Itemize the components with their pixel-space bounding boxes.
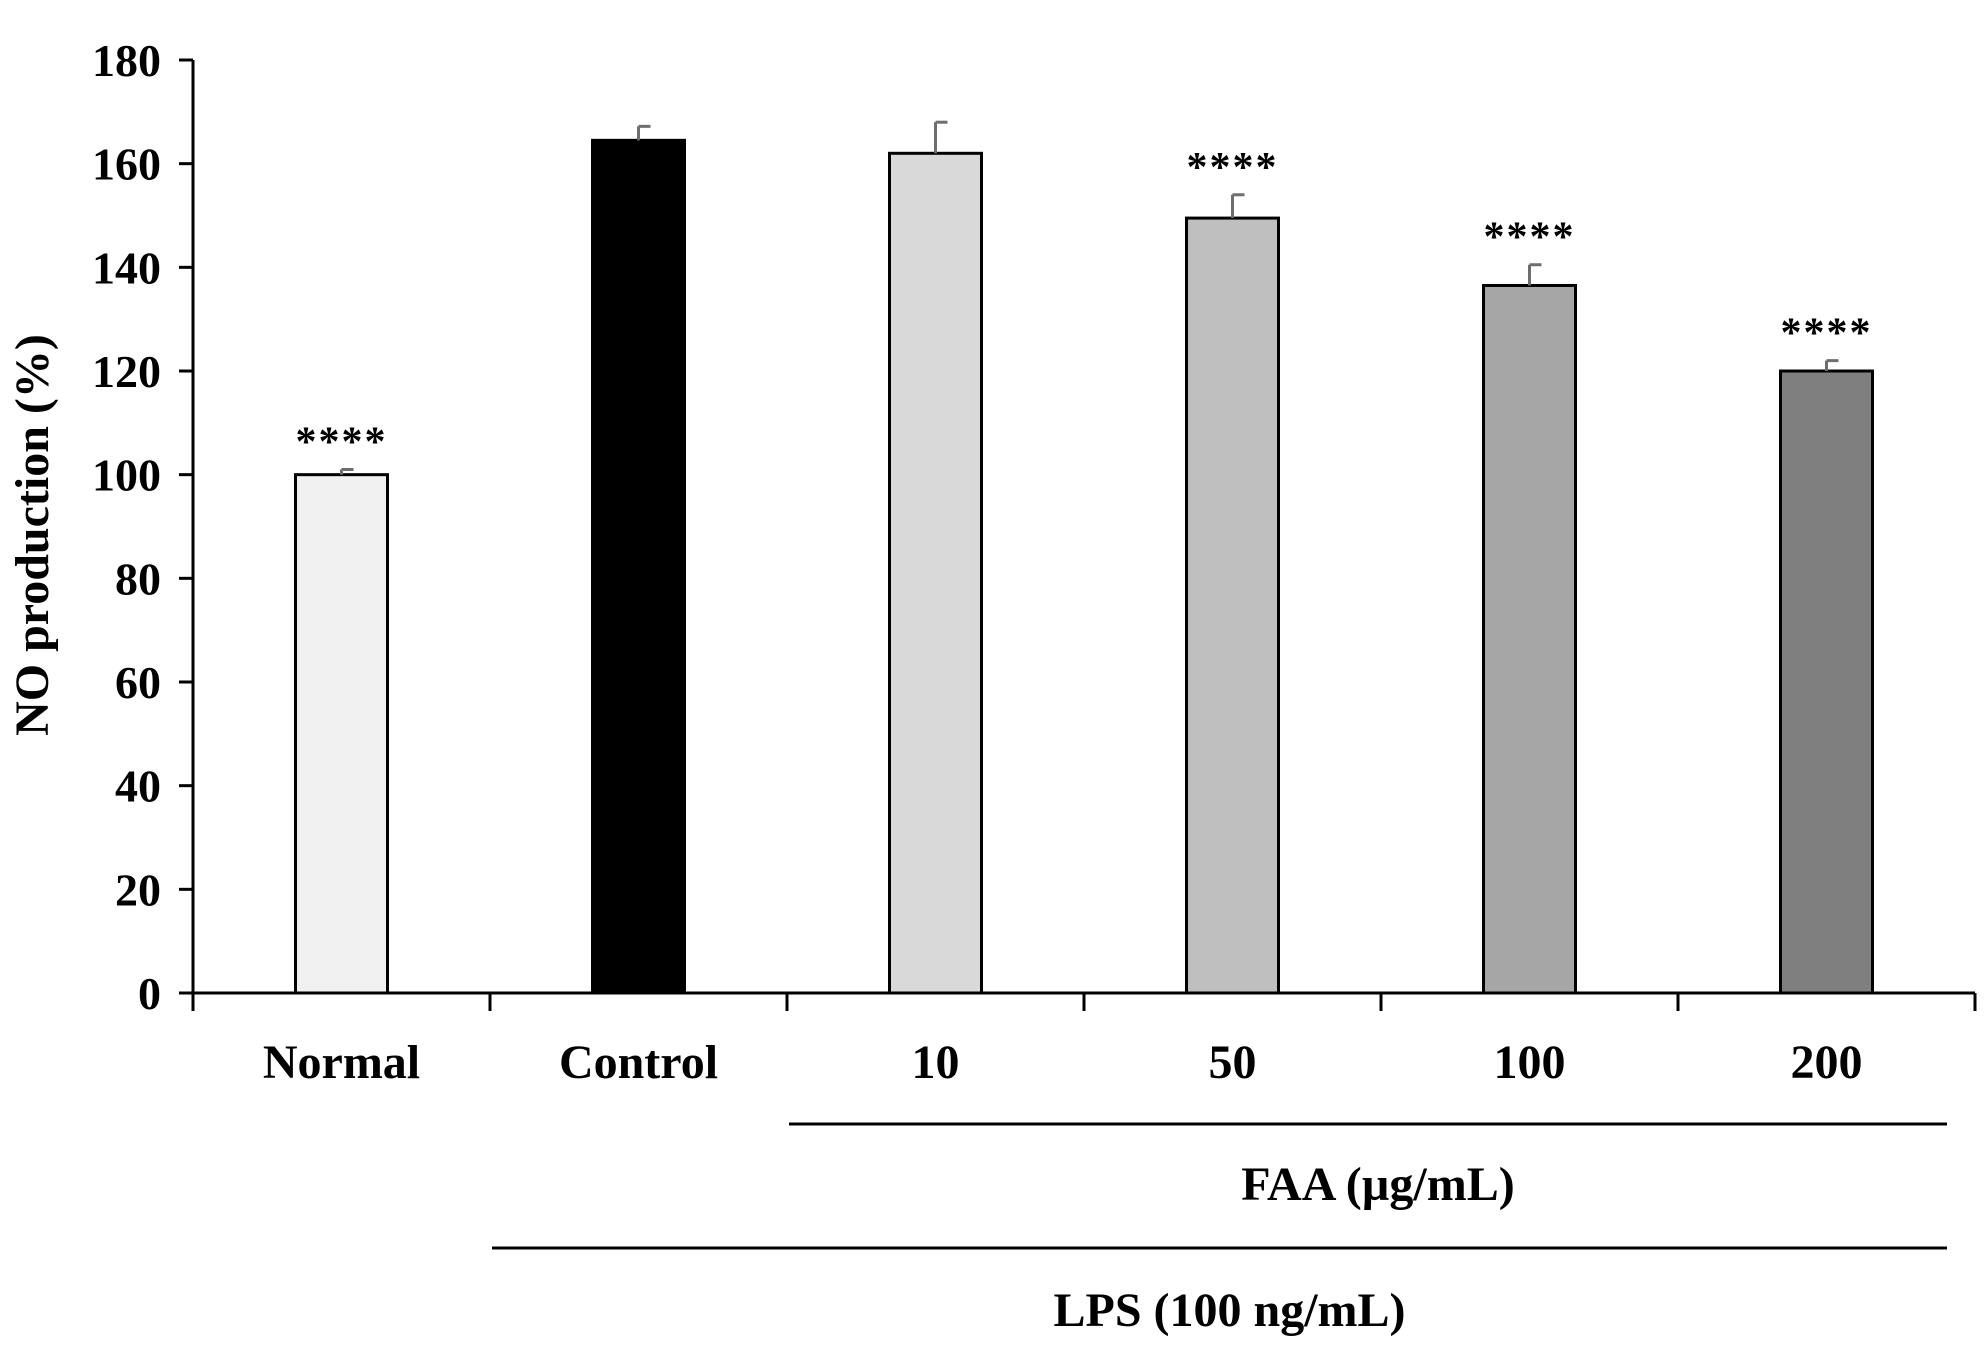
bar-100 xyxy=(1482,283,1577,995)
x-category-label: Control xyxy=(559,1036,718,1089)
y-axis-title: NO production (%) xyxy=(6,334,59,736)
y-tick-label: 0 xyxy=(138,968,161,1019)
x-category-label: Normal xyxy=(263,1036,420,1089)
y-tick-label: 120 xyxy=(92,346,161,397)
y-tick-label: 60 xyxy=(115,657,161,708)
x-category-label: 100 xyxy=(1494,1036,1566,1089)
bar-50 xyxy=(1185,216,1280,995)
group-label: LPS (100 ng/mL) xyxy=(1053,1284,1405,1337)
y-tick-label: 180 xyxy=(92,35,161,86)
group-label: FAA (µg/mL) xyxy=(1241,1158,1514,1211)
x-category-label: 200 xyxy=(1791,1036,1863,1089)
significance-marker: **** xyxy=(296,419,388,465)
x-category-label: 10 xyxy=(912,1036,960,1089)
significance-marker: **** xyxy=(1187,145,1279,191)
y-tick-label: 140 xyxy=(92,242,161,293)
significance-marker: **** xyxy=(1781,311,1873,357)
bar-control xyxy=(591,138,686,995)
y-tick-label: 20 xyxy=(115,864,161,915)
y-tick-label: 160 xyxy=(92,139,161,190)
significance-marker: **** xyxy=(1484,215,1576,261)
y-tick-label: 40 xyxy=(115,761,161,812)
bar-normal xyxy=(294,473,389,995)
y-tick-label: 100 xyxy=(92,450,161,501)
y-tick-label: 80 xyxy=(115,553,161,604)
bar-200 xyxy=(1779,369,1874,995)
bar-10 xyxy=(888,151,983,995)
x-category-label: 50 xyxy=(1209,1036,1257,1089)
